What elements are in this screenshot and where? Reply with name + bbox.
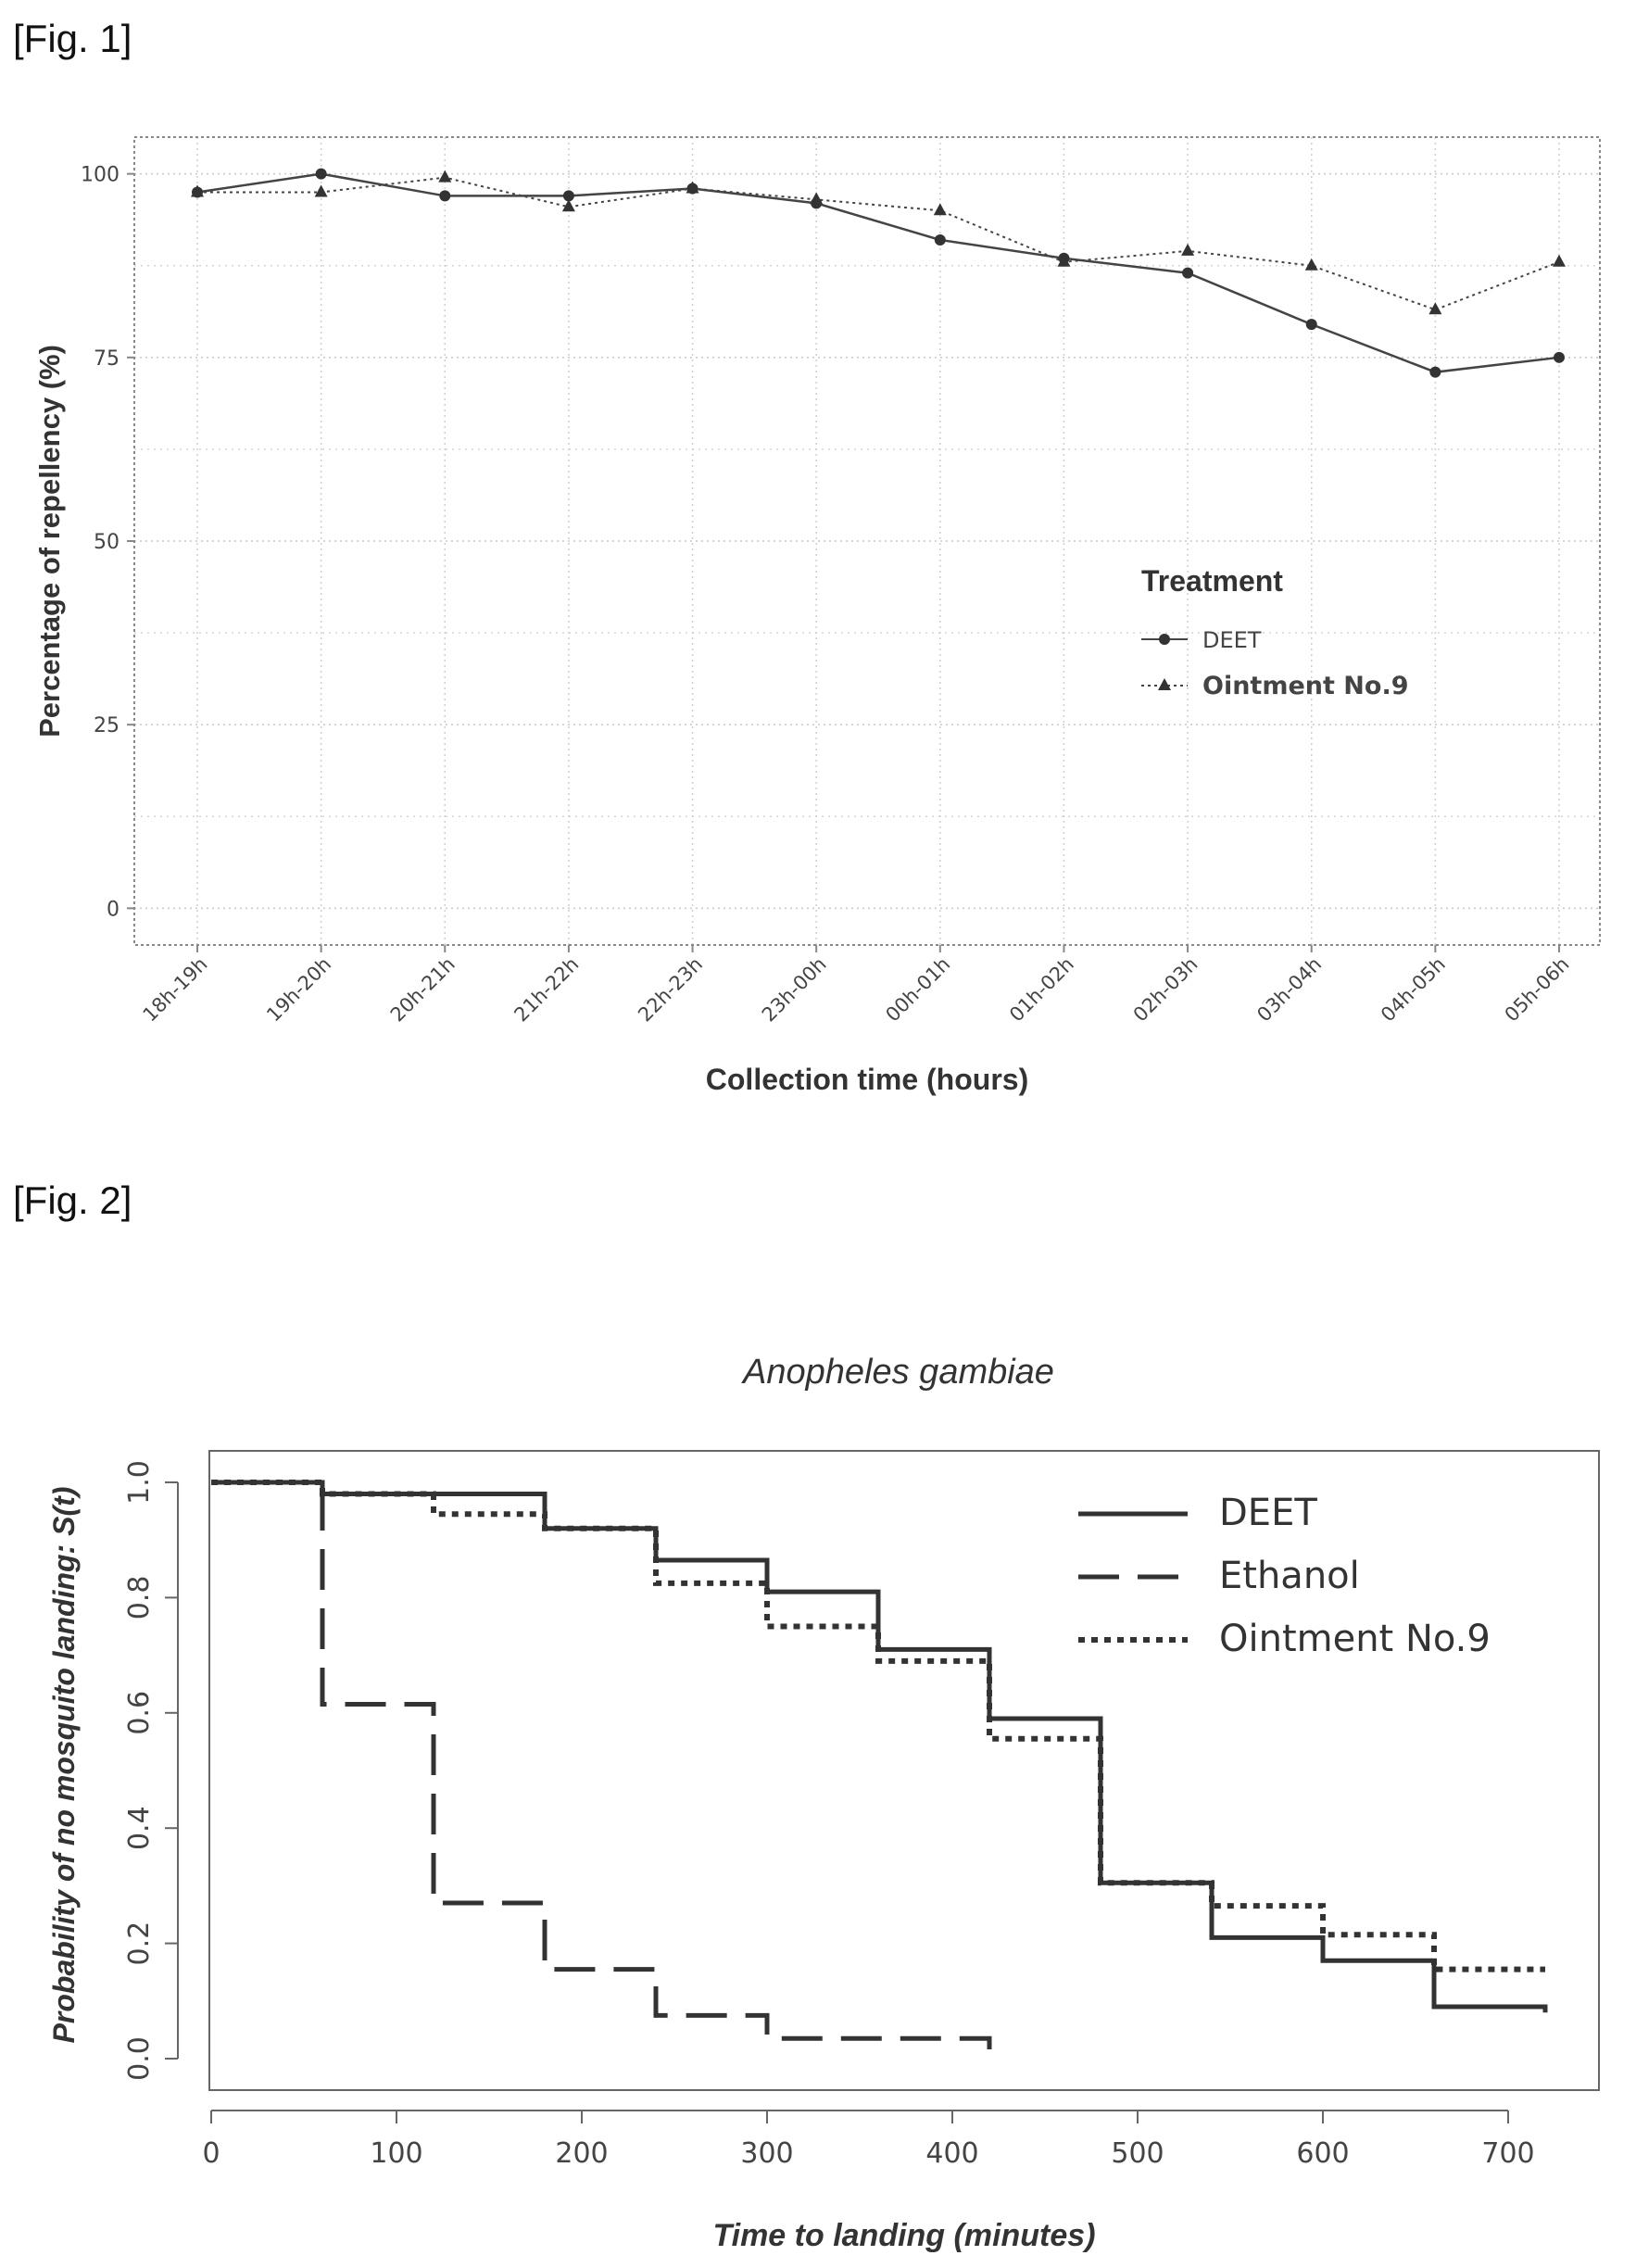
- figure-2-label: [Fig. 2]: [13, 1178, 132, 1222]
- survival-curve-ointment-no-9: [211, 1480, 1545, 1972]
- legend-label: Ethanol: [1219, 1555, 1360, 1597]
- y-tick-label: 50: [94, 531, 120, 554]
- chart-title: Anopheles gambiae: [741, 1353, 1054, 1392]
- legend-marker: [1159, 634, 1170, 645]
- y-tick-label: 0: [107, 898, 120, 921]
- data-point-ointment: [686, 181, 699, 194]
- legend-label: DEET: [1219, 1492, 1317, 1534]
- series-line-deet: [196, 172, 1560, 373]
- data-point-ointment: [561, 199, 575, 212]
- x-tick-label: 700: [1481, 2137, 1534, 2170]
- y-axis-title: Percentage of repellency (%): [33, 345, 66, 737]
- y-tick-label: 0.0: [123, 2036, 156, 2081]
- data-point-deet: [1429, 366, 1441, 378]
- x-axis-title: Collection time (hours): [706, 1063, 1028, 1096]
- data-point-ointment: [1553, 254, 1566, 267]
- data-point-deet: [934, 233, 946, 246]
- data-point-ointment: [438, 170, 452, 183]
- x-tick-label: 400: [925, 2137, 978, 2170]
- legend-label: DEET: [1202, 627, 1262, 653]
- y-tick-label: 100: [81, 164, 120, 187]
- data-point-ointment: [1181, 243, 1195, 256]
- data-point-ointment: [810, 192, 824, 205]
- data-point-ointment: [1057, 254, 1071, 267]
- data-point-deet: [315, 168, 327, 180]
- y-tick-label: 0.4: [123, 1806, 156, 1850]
- x-axis-title: Time to landing (minutes): [712, 2218, 1095, 2253]
- data-point-ointment: [191, 184, 204, 197]
- x-tick-label: 500: [1111, 2137, 1164, 2170]
- y-axis-title: Probability of no mosquito landing: S(t): [47, 1487, 81, 2044]
- y-tick-label: 25: [94, 714, 120, 737]
- x-tick-label: 200: [555, 2137, 608, 2170]
- x-tick-label: 300: [740, 2137, 793, 2170]
- y-tick-label: 0.6: [123, 1691, 156, 1735]
- x-tick-label: 600: [1296, 2137, 1349, 2170]
- survival-curve-ethanol: [211, 1480, 992, 2059]
- legend-label: Ointment No.9: [1202, 672, 1409, 700]
- legend-label: Ointment No.9: [1219, 1618, 1491, 1660]
- data-point-deet: [1182, 267, 1194, 279]
- data-point-deet: [562, 190, 574, 202]
- x-tick-label: 100: [370, 2137, 422, 2170]
- legend-title: Treatment: [1141, 564, 1283, 598]
- data-point-deet: [1554, 351, 1565, 363]
- data-point-ointment: [314, 184, 328, 197]
- y-tick-label: 0.2: [123, 1922, 156, 1966]
- y-tick-label: 0.8: [123, 1576, 156, 1620]
- data-point-deet: [1305, 319, 1317, 331]
- legend-marker: [1158, 678, 1171, 690]
- series-line-ointment-no-9: [197, 176, 1560, 311]
- y-tick-label: 75: [94, 347, 120, 371]
- data-point-deet: [439, 190, 451, 202]
- data-point-ointment: [1304, 258, 1318, 271]
- y-tick-label: 1.0: [123, 1460, 156, 1505]
- figure-1-label: [Fig. 1]: [13, 17, 132, 60]
- data-point-ointment: [1428, 302, 1442, 315]
- data-point-ointment: [933, 203, 947, 216]
- x-tick-label: 0: [202, 2137, 220, 2170]
- plot-frame: [208, 1450, 1600, 2091]
